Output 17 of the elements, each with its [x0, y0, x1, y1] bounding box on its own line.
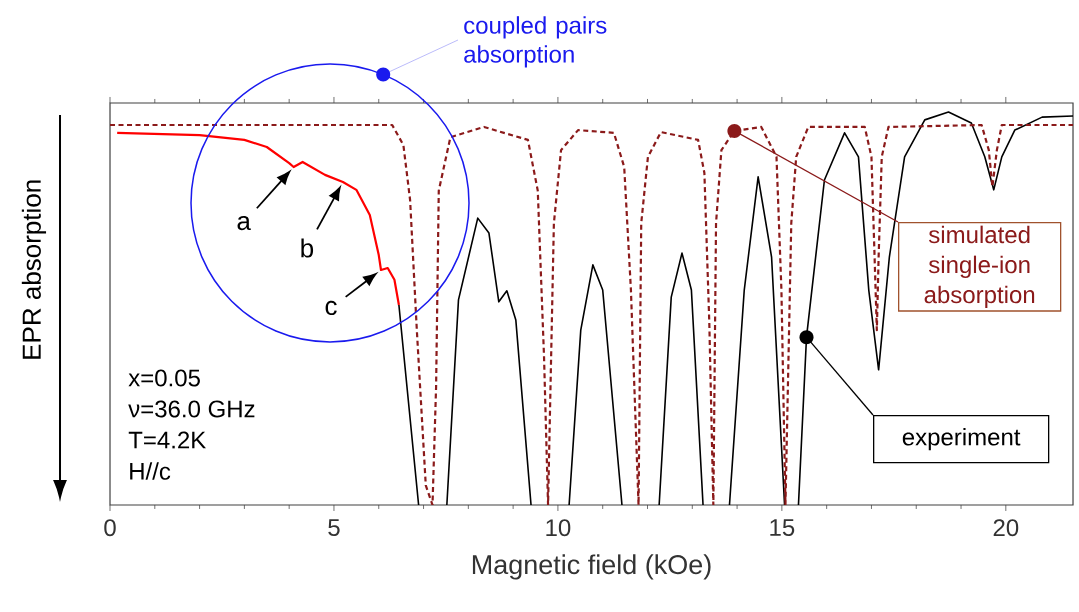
x-tick-label: 10	[546, 519, 571, 537]
y-axis-title: EPR absorption	[21, 180, 47, 359]
x-tick-label: 5	[328, 519, 340, 536]
annotation: b	[301, 238, 314, 258]
text: experiment	[902, 427, 1021, 451]
annotation: a	[237, 215, 251, 231]
series-label: simulated single-ion absorption	[924, 225, 1035, 309]
x-tick-label: 20	[993, 519, 1019, 537]
x-axis-title: Magnetic field (kOe)	[472, 554, 711, 580]
annotation: H//c	[130, 462, 171, 480]
text: coupled pairs absorption	[464, 16, 607, 68]
annotation: ν=36.0 GHz	[128, 400, 255, 418]
x-tick-label: 0	[104, 519, 116, 537]
annotation: T=4.2K	[128, 431, 206, 449]
annotation: x=0.05	[128, 369, 200, 387]
annotation: c	[325, 300, 337, 316]
x-tick-label: 15	[770, 519, 795, 536]
